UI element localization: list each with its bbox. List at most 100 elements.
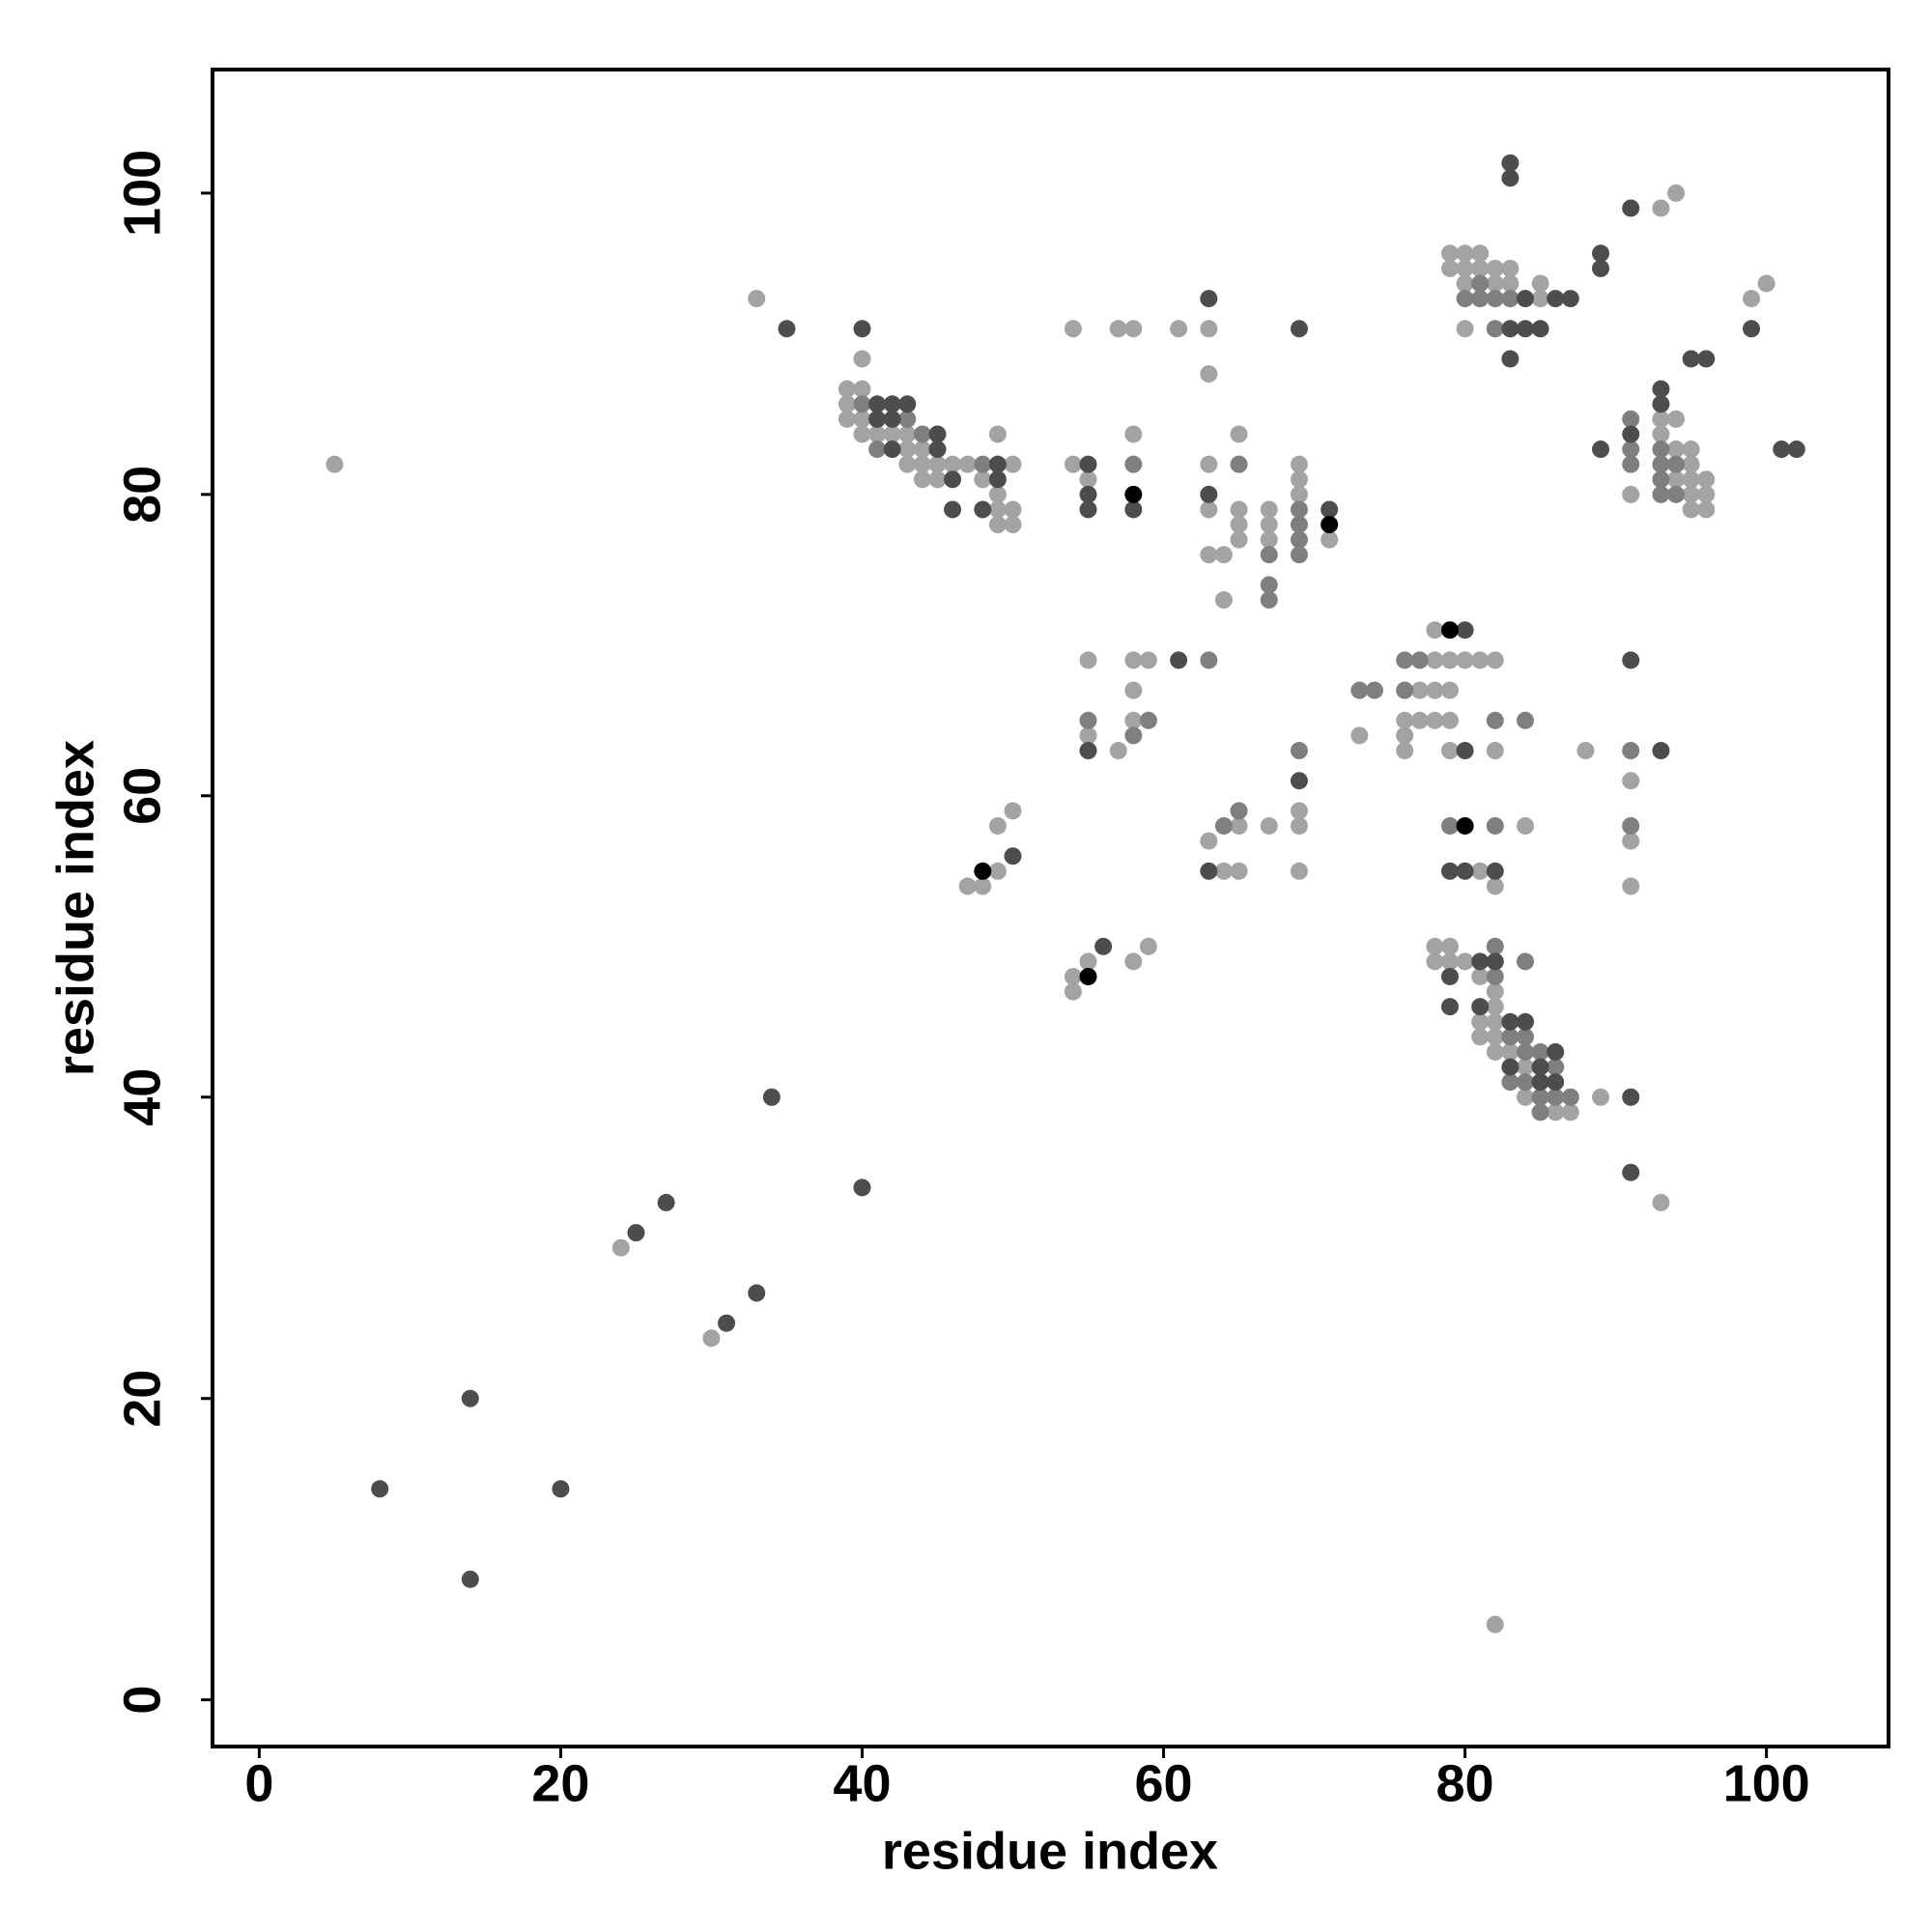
y-tick-label: 20 — [113, 1370, 171, 1428]
point — [1230, 455, 1248, 473]
point — [1440, 816, 1459, 835]
point — [988, 816, 1007, 835]
point — [1440, 244, 1459, 263]
x-tick-label: 80 — [1436, 1754, 1494, 1812]
point — [1290, 485, 1308, 503]
point — [1486, 967, 1504, 985]
point — [1622, 742, 1640, 760]
point — [371, 1480, 389, 1498]
point — [1501, 1058, 1520, 1076]
point — [898, 410, 917, 428]
point — [1396, 651, 1414, 669]
point — [1622, 1088, 1640, 1106]
point — [1079, 651, 1097, 669]
point — [1486, 274, 1504, 293]
point — [1321, 516, 1339, 534]
point — [657, 1193, 675, 1211]
point — [1471, 259, 1490, 277]
x-tick-label: 0 — [244, 1754, 273, 1812]
point — [1501, 1073, 1520, 1092]
point — [853, 1179, 871, 1197]
point — [1200, 832, 1218, 850]
point — [1350, 681, 1369, 699]
point — [838, 395, 856, 413]
point — [1260, 500, 1278, 519]
x-tick-label: 100 — [1723, 1754, 1810, 1812]
point — [1531, 290, 1549, 308]
point — [1516, 1012, 1534, 1031]
point — [898, 440, 917, 459]
point — [944, 455, 962, 473]
point — [928, 425, 947, 443]
point — [1290, 516, 1308, 534]
point — [1516, 952, 1534, 971]
point — [988, 455, 1007, 473]
point — [868, 425, 887, 443]
point — [1516, 816, 1534, 835]
point — [1516, 1058, 1534, 1076]
point — [1124, 651, 1143, 669]
point — [1501, 1012, 1520, 1031]
point — [1471, 274, 1490, 293]
point — [1410, 711, 1429, 729]
point — [1561, 1088, 1579, 1106]
point — [1260, 530, 1278, 549]
point — [1516, 290, 1534, 308]
point — [974, 862, 992, 880]
point — [928, 455, 947, 473]
point — [1456, 274, 1474, 293]
point — [1456, 290, 1474, 308]
point — [1079, 500, 1097, 519]
point — [1396, 681, 1414, 699]
point — [1486, 259, 1504, 277]
point — [853, 425, 871, 443]
point — [1516, 1028, 1534, 1046]
point — [1547, 1073, 1565, 1092]
point — [1290, 742, 1308, 760]
point — [1591, 1088, 1609, 1106]
point — [1743, 320, 1761, 338]
point — [898, 425, 917, 443]
point — [1682, 455, 1700, 473]
point — [1200, 320, 1218, 338]
point — [1501, 154, 1520, 172]
point — [988, 862, 1007, 880]
point — [1064, 320, 1082, 338]
point — [1486, 290, 1504, 308]
point — [988, 485, 1007, 503]
y-tick-label: 100 — [113, 150, 171, 237]
point — [1757, 274, 1776, 293]
point — [1440, 967, 1459, 985]
point — [1516, 711, 1534, 729]
point — [1124, 455, 1143, 473]
point — [1652, 440, 1670, 459]
point — [1667, 485, 1686, 503]
point — [552, 1480, 570, 1498]
point — [1531, 1103, 1549, 1122]
point — [1486, 1615, 1504, 1634]
y-tick-label: 80 — [113, 466, 171, 524]
point — [1486, 877, 1504, 895]
point — [1139, 937, 1157, 955]
y-tick-label: 60 — [113, 767, 171, 825]
point — [898, 395, 917, 413]
point — [1591, 440, 1609, 459]
point — [1200, 485, 1218, 503]
point — [838, 410, 856, 428]
point — [928, 440, 947, 459]
point — [1440, 621, 1459, 639]
point — [1426, 952, 1444, 971]
point — [1682, 440, 1700, 459]
point — [853, 380, 871, 398]
point — [1456, 742, 1474, 760]
point — [1531, 274, 1549, 293]
point — [1290, 470, 1308, 489]
point — [1622, 1163, 1640, 1181]
point — [1350, 726, 1369, 745]
point — [1290, 455, 1308, 473]
point — [1440, 711, 1459, 729]
point — [898, 455, 917, 473]
point — [326, 455, 344, 473]
point — [853, 395, 871, 413]
point — [1079, 952, 1097, 971]
